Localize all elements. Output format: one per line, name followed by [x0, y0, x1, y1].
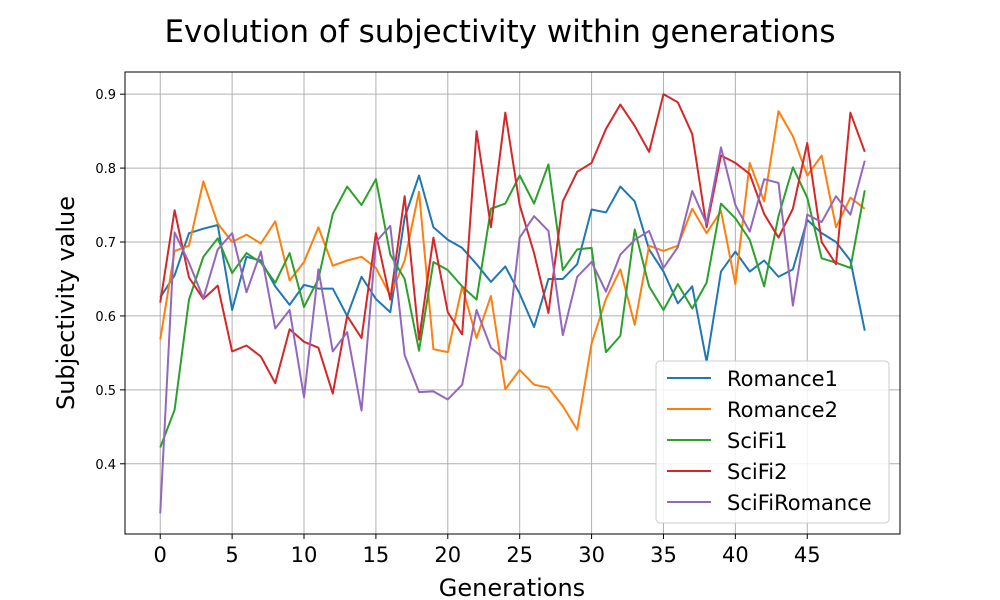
x-tick-label: 25: [506, 543, 533, 567]
x-tick-label: 30: [578, 543, 605, 567]
series-line-scifi1: [159, 163, 866, 448]
x-tick-label: 35: [650, 543, 677, 567]
series-line-scifi2: [159, 93, 866, 395]
legend-box: [655, 360, 890, 524]
series-line-romance1: [159, 174, 866, 363]
y-tick-label: 0.7: [95, 236, 116, 251]
y-tick-label: 0.6: [95, 310, 116, 325]
legend-label: Romance2: [727, 398, 838, 422]
x-tick-label: 20: [434, 543, 461, 567]
y-tick-label: 0.8: [95, 162, 116, 177]
x-tick-label: 5: [225, 543, 238, 567]
y-tick-label: 0.4: [95, 458, 116, 473]
y-tick-label: 0.5: [95, 384, 116, 399]
x-tick-label: 0: [154, 543, 167, 567]
x-tick-label: 10: [291, 543, 318, 567]
x-tick-label: 15: [363, 543, 390, 567]
x-tick-label: 40: [722, 543, 749, 567]
series-line-romance2: [159, 110, 866, 431]
plot-frame: [124, 71, 901, 535]
legend-label: SciFiRomance: [727, 491, 872, 515]
legend-label: SciFi2: [727, 460, 787, 484]
legend: Romance1 Romance2 SciFi1 SciFi2 SciFiRomance: [655, 360, 890, 524]
x-axis-label: Generations: [439, 574, 585, 600]
legend-label: Romance1: [727, 367, 838, 391]
y-tick-label: 0.9: [95, 88, 116, 103]
series-lines: [159, 93, 866, 514]
axis-ticks: 0 5 10 15 20 25 30 35 40 45 0.4 0.5 0.6 0.7 0.8 0.9: [95, 88, 820, 567]
x-tick-label: 45: [794, 543, 821, 567]
legend-label: SciFi1: [727, 429, 787, 453]
chart-title: Evolution of subjectivity within generat…: [164, 14, 836, 50]
y-axis-label: Subjectivity value: [52, 196, 80, 410]
series-line-scifiromance: [159, 146, 866, 514]
